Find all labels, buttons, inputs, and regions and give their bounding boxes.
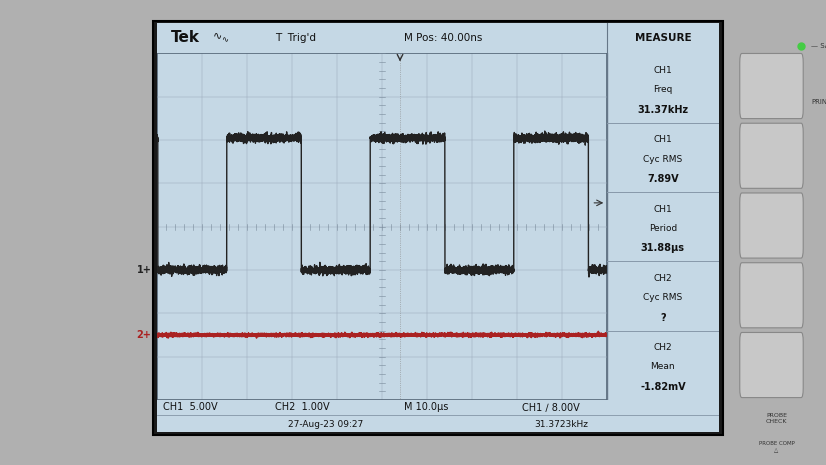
Text: PRIN: PRIN xyxy=(811,100,826,105)
Text: Mean: Mean xyxy=(651,363,675,372)
Text: Freq: Freq xyxy=(653,86,672,94)
Text: CH1: CH1 xyxy=(653,205,672,213)
Text: 7.89V: 7.89V xyxy=(647,174,679,184)
Text: MEASURE: MEASURE xyxy=(634,33,691,43)
Text: 31.37kHz: 31.37kHz xyxy=(638,105,688,115)
Text: 27-Aug-23 09:27: 27-Aug-23 09:27 xyxy=(287,420,363,429)
FancyBboxPatch shape xyxy=(740,193,803,258)
Text: CH1 ∕ 8.00V: CH1 ∕ 8.00V xyxy=(522,402,580,412)
Text: T  Trig'd: T Trig'd xyxy=(275,33,316,43)
Text: 31.3723kHz: 31.3723kHz xyxy=(534,420,588,429)
Text: M 10.0μs: M 10.0μs xyxy=(404,402,449,412)
Text: Cyc RMS: Cyc RMS xyxy=(643,155,682,164)
Text: Tek: Tek xyxy=(171,30,200,45)
Text: Cyc RMS: Cyc RMS xyxy=(643,293,682,302)
Text: — SAVI: — SAVI xyxy=(811,44,826,49)
Text: CH2  1.00V: CH2 1.00V xyxy=(275,402,330,412)
Text: 2+: 2+ xyxy=(136,330,151,340)
Text: CH1: CH1 xyxy=(653,135,672,144)
Text: CH1: CH1 xyxy=(653,66,672,75)
Text: ∿: ∿ xyxy=(221,35,229,44)
Text: -1.82mV: -1.82mV xyxy=(640,382,686,392)
FancyBboxPatch shape xyxy=(740,123,803,188)
Text: PROBE
CHECK: PROBE CHECK xyxy=(766,413,787,424)
FancyBboxPatch shape xyxy=(740,263,803,328)
Text: 31.88μs: 31.88μs xyxy=(641,243,685,253)
FancyBboxPatch shape xyxy=(740,332,803,398)
Text: M Pos: 40.00ns: M Pos: 40.00ns xyxy=(404,33,482,43)
Text: CH2: CH2 xyxy=(653,274,672,283)
Text: ∿: ∿ xyxy=(213,30,222,40)
Text: CH1  5.00V: CH1 5.00V xyxy=(163,402,217,412)
Text: 1+: 1+ xyxy=(136,265,151,275)
Text: CH2: CH2 xyxy=(653,343,672,352)
FancyBboxPatch shape xyxy=(740,53,803,119)
Text: PROBE COMP
△: PROBE COMP △ xyxy=(758,441,795,452)
Text: Period: Period xyxy=(648,224,677,233)
Text: ?: ? xyxy=(660,312,666,323)
